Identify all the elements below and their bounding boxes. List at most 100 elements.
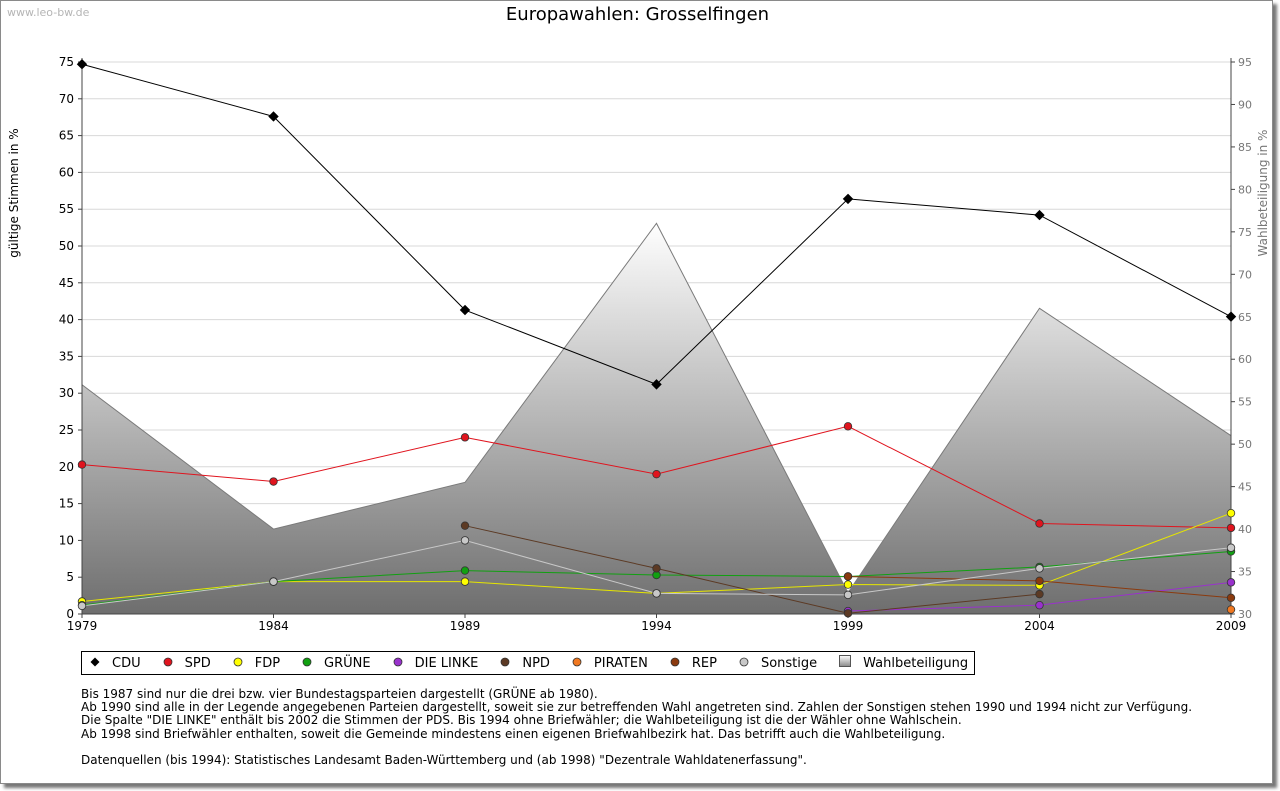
data-point [1226,605,1236,614]
data-point [842,193,854,205]
legend-item-piraten: PIRATEN [572,656,648,671]
y2-tick-label: 45 [1238,481,1252,494]
x-tick-label: 1984 [258,619,289,633]
data-point [843,422,853,431]
data-point [460,566,470,575]
legend-label: GRÜNE [324,655,371,671]
data-point [1035,519,1044,528]
legend-label: DIE LINKE [414,655,479,671]
note-line: Bis 1987 sind nur die drei bzw. vier Bun… [81,687,598,701]
y-tick-label: 60 [59,165,74,179]
y-tick-label: 30 [59,386,74,400]
y2-tick-label: 35 [1238,566,1252,579]
data-point [652,589,661,598]
y-tick-label: 15 [59,497,74,511]
legend-marker-icon [393,656,403,671]
legend-marker-icon [572,656,582,671]
y-tick-label: 65 [59,129,74,143]
data-point [460,433,470,442]
y-axis-title: gültige Stimmen in % [7,128,21,257]
legend-item-fdp: FDP [233,656,280,671]
turnout-area [81,222,1232,615]
y-tick-label: 45 [59,276,74,290]
y2-tick-label: 75 [1238,226,1252,239]
note-line: Die Spalte "DIE LINKE" enthält bis 2002 … [81,713,962,728]
note-line: Ab 1998 sind Briefwähler enthalten, sowe… [81,726,946,741]
legend-label: PIRATEN [593,655,648,671]
data-point [77,601,87,611]
legend-label: Wahlbeteiligung [863,655,969,671]
data-point [76,59,88,70]
y2-tick-label: 90 [1238,98,1252,111]
chart-title: Europawahlen: Grosselfingen [505,4,770,25]
legend-label: REP [691,655,717,671]
data-point [460,536,470,545]
watermark: www.leo-bw.de [7,6,90,19]
legend-item-npd: NPD [500,656,550,671]
x-tick-label: 1999 [833,619,864,633]
y-tick-label: 0 [66,607,74,621]
data-point [1226,523,1236,533]
legend-marker-icon [233,656,243,671]
y-tick-label: 75 [59,55,74,69]
x-tick-label: 2009 [1216,619,1247,633]
y2-tick-label: 30 [1238,608,1252,621]
data-point [1226,543,1236,552]
y2-tick-label: 50 [1238,438,1252,451]
y-tick-label: 20 [59,460,74,474]
y2-tick-label: 70 [1238,268,1252,281]
data-point [1035,576,1044,586]
data-point [269,577,278,586]
legend-item-die-linke: DIE LINKE [393,655,479,671]
data-point [1226,593,1236,603]
data-point [268,111,279,122]
data-point [77,460,87,469]
legend-marker-icon [500,656,510,671]
chart-notes: Bis 1987 sind nur die drei bzw. vier Bun… [81,687,1261,767]
data-point [1035,564,1044,573]
data-point [1035,600,1044,610]
y-tick-label: 5 [66,570,74,584]
y2-tick-label: 60 [1238,353,1252,366]
legend-marker-icon [302,656,312,671]
legend-marker-icon [839,655,852,671]
data-point [843,580,853,589]
legend-marker-icon [670,656,680,671]
data-point [269,477,278,486]
data-point [843,609,853,618]
y-tick-label: 55 [59,202,74,216]
legend-item-wahlbeteiligung: Wahlbeteiligung [839,655,968,671]
y2-tick-label: 65 [1238,311,1252,324]
legend-label: NPD [522,655,550,671]
data-point [843,590,853,600]
legend-marker-icon [163,656,173,671]
y2-axis-title: Wahlbeteiligung in % [1256,130,1270,257]
chart-legend: CDU SPD FDP GRÜNE DIE LINKE NPD PIRATEN REP Sons… [81,651,976,675]
y-tick-label: 35 [59,349,74,363]
legend-item-rep: REP [670,656,717,671]
x-tick-label: 1989 [450,619,481,633]
legend-item-sonstige: Sonstige [739,656,817,671]
y2-tick-label: 95 [1238,56,1252,69]
y-tick-label: 10 [59,533,74,547]
x-tick-label: 2004 [1024,619,1055,633]
y-tick-label: 50 [59,239,74,253]
data-point [652,564,661,573]
data-sources: Datenquellen (bis 1994): Statistisches L… [81,752,807,767]
data-point [651,379,662,390]
data-point [460,577,470,586]
data-point [1226,578,1236,587]
legend-label: CDU [112,655,141,671]
series-line-npd [464,525,1040,614]
legend-item-cdu: CDU [90,656,141,671]
data-point [1034,209,1045,221]
legend-label: FDP [254,655,281,671]
legend-item-grüne: GRÜNE [302,656,371,671]
legend-label: Sonstige [760,655,818,671]
x-tick-label: 1979 [67,619,98,633]
note-line: Ab 1990 sind alle in der Legende angegeb… [81,700,1193,715]
chart-canvas: 0 5 10 15 20 25 30 35 40 45 50 55 60 65 70 75 30 35 40 45 50… [7,55,1270,633]
y2-tick-label: 80 [1238,183,1252,196]
data-point [652,469,661,479]
